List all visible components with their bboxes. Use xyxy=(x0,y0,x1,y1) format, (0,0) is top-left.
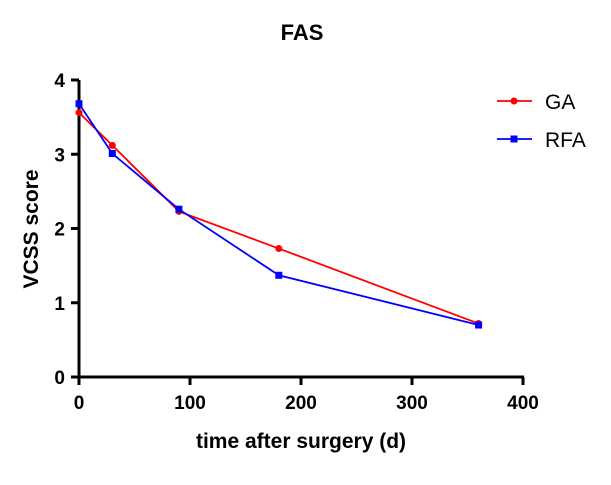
data-point-rfa xyxy=(275,271,283,279)
y-tick-label: 4 xyxy=(54,71,65,92)
legend-marker-ga xyxy=(510,97,518,105)
x-tick-label: 200 xyxy=(285,393,317,414)
series-line-rfa xyxy=(78,103,479,326)
series-line-ga xyxy=(78,112,479,325)
y-tick-label: 0 xyxy=(54,368,65,389)
x-axis-label: time after surgery (d) xyxy=(196,430,406,453)
data-point-rfa xyxy=(175,205,183,213)
y-tick-label: 3 xyxy=(54,145,65,166)
y-tick-label: 2 xyxy=(54,220,65,241)
data-point-ga xyxy=(108,141,116,149)
data-point-ga xyxy=(75,109,83,117)
data-point-rfa xyxy=(475,321,483,329)
data-point-rfa xyxy=(108,150,116,158)
x-tick-label: 100 xyxy=(174,393,206,414)
data-point-rfa xyxy=(75,100,83,108)
x-tick-label: 300 xyxy=(396,393,428,414)
chart-title: FAS xyxy=(281,20,324,45)
data-point-ga xyxy=(275,245,283,253)
x-tick-label: 0 xyxy=(74,393,85,414)
legend-marker-rfa xyxy=(510,135,518,143)
legend-label-rfa: RFA xyxy=(545,129,586,152)
y-axis-label: VCSS score xyxy=(20,169,43,288)
legend-label-ga: GA xyxy=(545,91,575,114)
y-tick-label: 1 xyxy=(54,294,65,315)
x-tick-label: 400 xyxy=(507,393,539,414)
